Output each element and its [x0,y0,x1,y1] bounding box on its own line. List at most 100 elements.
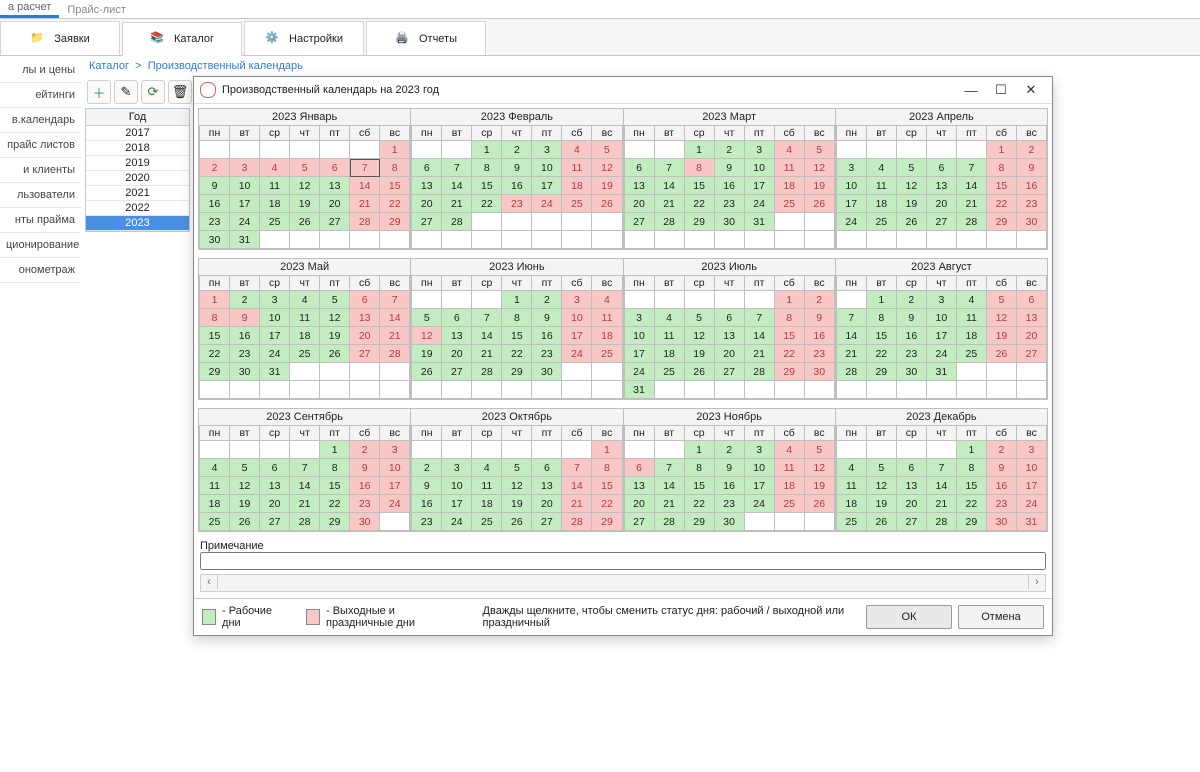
day-cell[interactable] [562,363,592,381]
day-cell[interactable]: 26 [502,513,532,531]
day-cell[interactable]: 4 [774,141,804,159]
day-cell[interactable]: 28 [836,363,866,381]
day-cell[interactable]: 31 [624,381,654,399]
day-cell[interactable]: 30 [714,513,744,531]
day-cell[interactable]: 24 [230,213,260,231]
day-cell[interactable]: 17 [926,327,956,345]
day-cell[interactable] [654,441,684,459]
day-cell[interactable]: 17 [260,327,290,345]
day-cell[interactable] [654,231,684,249]
day-cell[interactable]: 15 [200,327,230,345]
day-cell[interactable] [866,381,896,399]
day-cell[interactable]: 18 [774,477,804,495]
cancel-button[interactable]: Отмена [958,605,1044,629]
day-cell[interactable] [472,291,502,309]
day-cell[interactable] [956,381,986,399]
day-cell[interactable]: 19 [986,327,1016,345]
side-menu-item[interactable]: онометраж [0,258,81,283]
day-cell[interactable]: 27 [412,213,442,231]
day-cell[interactable] [956,231,986,249]
day-cell[interactable]: 10 [624,327,654,345]
day-cell[interactable]: 16 [200,195,230,213]
day-cell[interactable]: 30 [532,363,562,381]
day-cell[interactable] [684,381,714,399]
day-cell[interactable] [532,381,562,399]
day-cell[interactable]: 19 [230,495,260,513]
day-cell[interactable] [956,363,986,381]
day-cell[interactable]: 31 [1016,513,1046,531]
day-cell[interactable]: 2 [350,441,380,459]
day-cell[interactable]: 25 [654,363,684,381]
day-cell[interactable]: 13 [1016,309,1046,327]
day-cell[interactable]: 23 [230,345,260,363]
day-cell[interactable]: 24 [1016,495,1046,513]
day-cell[interactable] [290,231,320,249]
breadcrumb-root[interactable]: Каталог [89,60,129,72]
day-cell[interactable] [714,381,744,399]
day-cell[interactable] [896,381,926,399]
day-cell[interactable]: 24 [744,495,774,513]
day-cell[interactable]: 18 [562,177,592,195]
day-cell[interactable]: 2 [986,441,1016,459]
day-cell[interactable]: 21 [442,195,472,213]
tab-reports[interactable]: 🖨️ Отчеты [366,21,486,55]
day-cell[interactable] [230,381,260,399]
day-cell[interactable]: 27 [260,513,290,531]
day-cell[interactable]: 5 [412,309,442,327]
day-cell[interactable]: 18 [260,195,290,213]
day-cell[interactable]: 17 [532,177,562,195]
day-cell[interactable] [836,141,866,159]
side-menu-item[interactable]: льзователи [0,183,81,208]
day-cell[interactable] [866,441,896,459]
day-cell[interactable]: 19 [290,195,320,213]
day-cell[interactable]: 1 [774,291,804,309]
day-cell[interactable]: 14 [744,327,774,345]
day-cell[interactable]: 6 [624,159,654,177]
day-cell[interactable] [380,381,410,399]
day-cell[interactable]: 30 [986,513,1016,531]
day-cell[interactable]: 23 [350,495,380,513]
day-cell[interactable] [260,141,290,159]
day-cell[interactable]: 28 [350,213,380,231]
day-cell[interactable]: 9 [896,309,926,327]
day-cell[interactable] [562,381,592,399]
day-cell[interactable] [896,441,926,459]
day-cell[interactable]: 22 [774,345,804,363]
day-cell[interactable]: 7 [926,459,956,477]
day-cell[interactable]: 3 [926,291,956,309]
day-cell[interactable] [804,513,834,531]
day-cell[interactable] [744,381,774,399]
day-cell[interactable]: 31 [926,363,956,381]
day-cell[interactable] [926,231,956,249]
day-cell[interactable] [744,291,774,309]
day-cell[interactable] [350,141,380,159]
day-cell[interactable] [684,291,714,309]
day-cell[interactable] [562,231,592,249]
day-cell[interactable]: 7 [290,459,320,477]
side-menu-item[interactable]: лы и цены [0,58,81,83]
day-cell[interactable]: 20 [350,327,380,345]
day-cell[interactable]: 6 [442,309,472,327]
day-cell[interactable] [290,141,320,159]
day-cell[interactable]: 12 [804,459,834,477]
day-cell[interactable]: 3 [230,159,260,177]
day-cell[interactable]: 14 [380,309,410,327]
day-cell[interactable]: 28 [290,513,320,531]
day-cell[interactable]: 4 [200,459,230,477]
day-cell[interactable]: 15 [956,477,986,495]
day-cell[interactable]: 5 [320,291,350,309]
day-cell[interactable]: 24 [380,495,410,513]
side-menu-item[interactable]: нты прайма [0,208,81,233]
day-cell[interactable]: 21 [380,327,410,345]
day-cell[interactable]: 5 [502,459,532,477]
day-cell[interactable]: 18 [866,195,896,213]
day-cell[interactable]: 26 [592,195,622,213]
day-cell[interactable]: 25 [836,513,866,531]
day-cell[interactable] [986,363,1016,381]
day-cell[interactable] [592,231,622,249]
day-cell[interactable]: 12 [290,177,320,195]
day-cell[interactable] [200,141,230,159]
day-cell[interactable] [412,291,442,309]
day-cell[interactable]: 25 [472,513,502,531]
day-cell[interactable]: 31 [744,213,774,231]
